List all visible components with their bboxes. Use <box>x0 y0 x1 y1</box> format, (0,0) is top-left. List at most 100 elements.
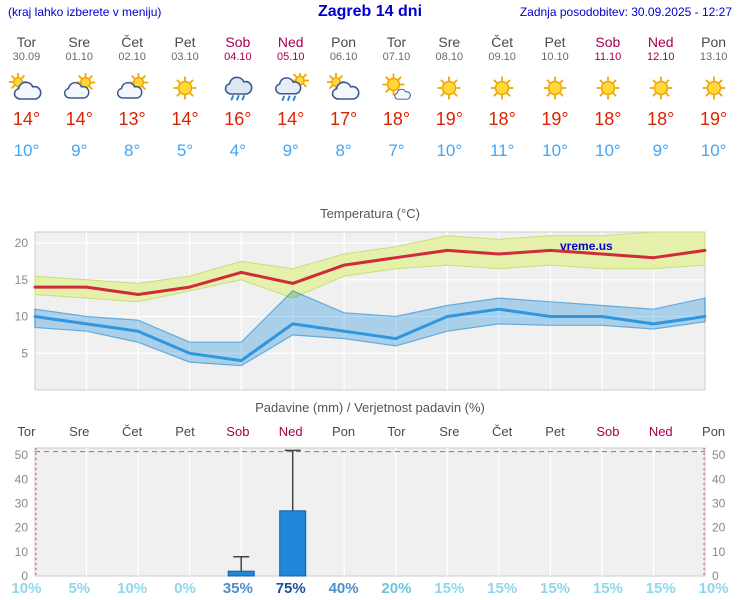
weather-icon-slot <box>476 73 529 103</box>
svg-text:10: 10 <box>712 545 726 559</box>
page-title: Zagreb 14 dni <box>317 3 423 20</box>
day-date: 30.09 <box>12 51 41 63</box>
weather-icon-slot <box>317 72 370 103</box>
sunny-icon <box>596 76 620 100</box>
temperature-chart-title: Temperatura (°C) <box>320 206 420 221</box>
day-max-temp: 18° <box>594 109 622 129</box>
precip-day-label: Ned <box>648 424 673 439</box>
day-max-temp: 19° <box>435 109 463 129</box>
watermark-link[interactable]: vreme.us <box>560 239 613 253</box>
weather-icon-slot <box>687 73 740 103</box>
sunny-icon <box>701 76 726 100</box>
day-min-temp: 9° <box>652 141 669 160</box>
day-date: 03.10 <box>171 51 199 63</box>
precip-day-label: Sre <box>69 424 90 439</box>
day-min-temp: 10° <box>595 141 621 160</box>
day-column: Sob 11.10 18° 10° <box>581 28 634 161</box>
day-column: Pon 13.10 19° 10° <box>687 28 740 161</box>
sunny-icon <box>173 76 197 100</box>
day-column: Ned 12.10 18° 9° <box>634 28 687 161</box>
day-name: Čet <box>491 34 514 50</box>
weather-icon-slot <box>106 72 159 103</box>
precip-probability-value: 15% <box>592 580 623 597</box>
precipitation-probability-row: 10% 5% 10% 0% 35% 75% 40% 20% 15% 15% 15% 15% 15% 10% <box>0 580 740 600</box>
sunny-icon <box>437 76 461 100</box>
day-name: Sre <box>68 34 91 50</box>
precip-probability-value: 10% <box>698 580 729 597</box>
day-max-temp: 13° <box>118 109 146 129</box>
day-date: 12.10 <box>646 51 675 63</box>
day-column: Čet 02.10 13° 8° <box>106 28 159 161</box>
day-min-temp: 11° <box>489 141 515 160</box>
day-min-temp: 8° <box>124 141 141 160</box>
weather-icon-slot <box>211 73 264 103</box>
svg-text:20: 20 <box>15 521 29 535</box>
day-name: Ned <box>647 34 674 50</box>
day-min-temp: 10° <box>542 141 568 160</box>
precip-probability-value: 15% <box>434 580 465 597</box>
day-date: 01.10 <box>65 51 94 63</box>
day-min-temp: 8° <box>335 141 352 160</box>
day-min-temp: 5° <box>176 141 194 160</box>
day-date: 02.10 <box>118 51 146 63</box>
day-column: Pon 06.10 17° 8° <box>317 28 370 161</box>
svg-text:20: 20 <box>712 521 726 535</box>
svg-text:15: 15 <box>15 273 29 287</box>
svg-text:40: 40 <box>712 472 726 486</box>
day-min-temp: 4° <box>229 141 246 160</box>
day-name: Pon <box>331 34 357 50</box>
day-date: 11.10 <box>594 51 622 63</box>
location-menu-note: (kraj lahko izberete v meniju) <box>8 5 162 19</box>
precipitation-chart-title: Padavine (mm) / Verjetnost padavin (%) <box>255 400 485 415</box>
day-name: Sob <box>595 34 621 50</box>
day-max-temp: 19° <box>541 109 569 129</box>
day-date: 10.10 <box>541 51 569 63</box>
day-column: Pet 10.10 19° 10° <box>529 28 582 161</box>
day-max-temp: 14° <box>171 109 199 129</box>
precip-day-label: Pet <box>175 424 195 439</box>
precip-day-label: Ned <box>278 424 303 439</box>
day-min-temp: 9° <box>71 141 88 160</box>
day-name: Čet <box>121 34 144 50</box>
day-min-temp: 10° <box>13 141 40 160</box>
day-max-temp: 18° <box>647 109 675 129</box>
svg-text:30: 30 <box>712 497 726 511</box>
day-name: Sob <box>225 34 251 50</box>
day-name: Pon <box>701 34 727 50</box>
mostly-cloudy-icon <box>326 72 360 100</box>
day-column: Tor 30.09 14° 10° <box>0 28 53 161</box>
day-name: Ned <box>277 34 304 50</box>
day-max-temp: 18° <box>488 109 516 129</box>
day-column: Pet 03.10 14° 5° <box>159 28 212 161</box>
rain-sun-icon <box>274 71 310 101</box>
precip-day-label: Sob <box>596 424 620 439</box>
precip-probability-value: 5% <box>68 580 91 597</box>
precipitation-day-labels: Tor Sre Čet Pet Sob Ned Pon Tor Sre Čet Pet Sob Ned P… <box>0 424 740 440</box>
weather-icon-slot <box>529 73 582 103</box>
precip-day-label: Pon <box>702 424 726 439</box>
svg-text:0: 0 <box>21 569 28 583</box>
day-date: 07.10 <box>382 51 411 63</box>
precip-probability-value: 10% <box>11 580 42 597</box>
day-min-temp: 9° <box>282 141 299 160</box>
precip-day-label: Čet <box>492 424 513 439</box>
day-max-temp: 14° <box>277 109 305 129</box>
day-max-temp: 18° <box>382 109 411 129</box>
rain-icon <box>224 76 253 101</box>
sun-small-cloud-icon <box>382 73 412 100</box>
precip-day-label: Sob <box>226 424 250 439</box>
svg-text:10: 10 <box>15 310 29 324</box>
partly-cloudy-icon <box>64 72 96 99</box>
day-column: Ned 05.10 14° 9° <box>264 28 317 161</box>
precipitation-bar <box>227 570 255 577</box>
day-name: Tor <box>386 34 407 50</box>
mostly-cloudy-icon <box>9 72 42 100</box>
day-date: 04.10 <box>224 51 252 63</box>
precip-probability-value: 0% <box>174 580 196 597</box>
precip-day-label: Tor <box>387 424 406 439</box>
day-column: Sob 04.10 16° 4° <box>211 28 264 161</box>
day-date: 09.10 <box>488 51 516 63</box>
day-date: 05.10 <box>276 51 305 63</box>
svg-text:40: 40 <box>15 472 29 486</box>
day-name: Pet <box>174 34 196 50</box>
